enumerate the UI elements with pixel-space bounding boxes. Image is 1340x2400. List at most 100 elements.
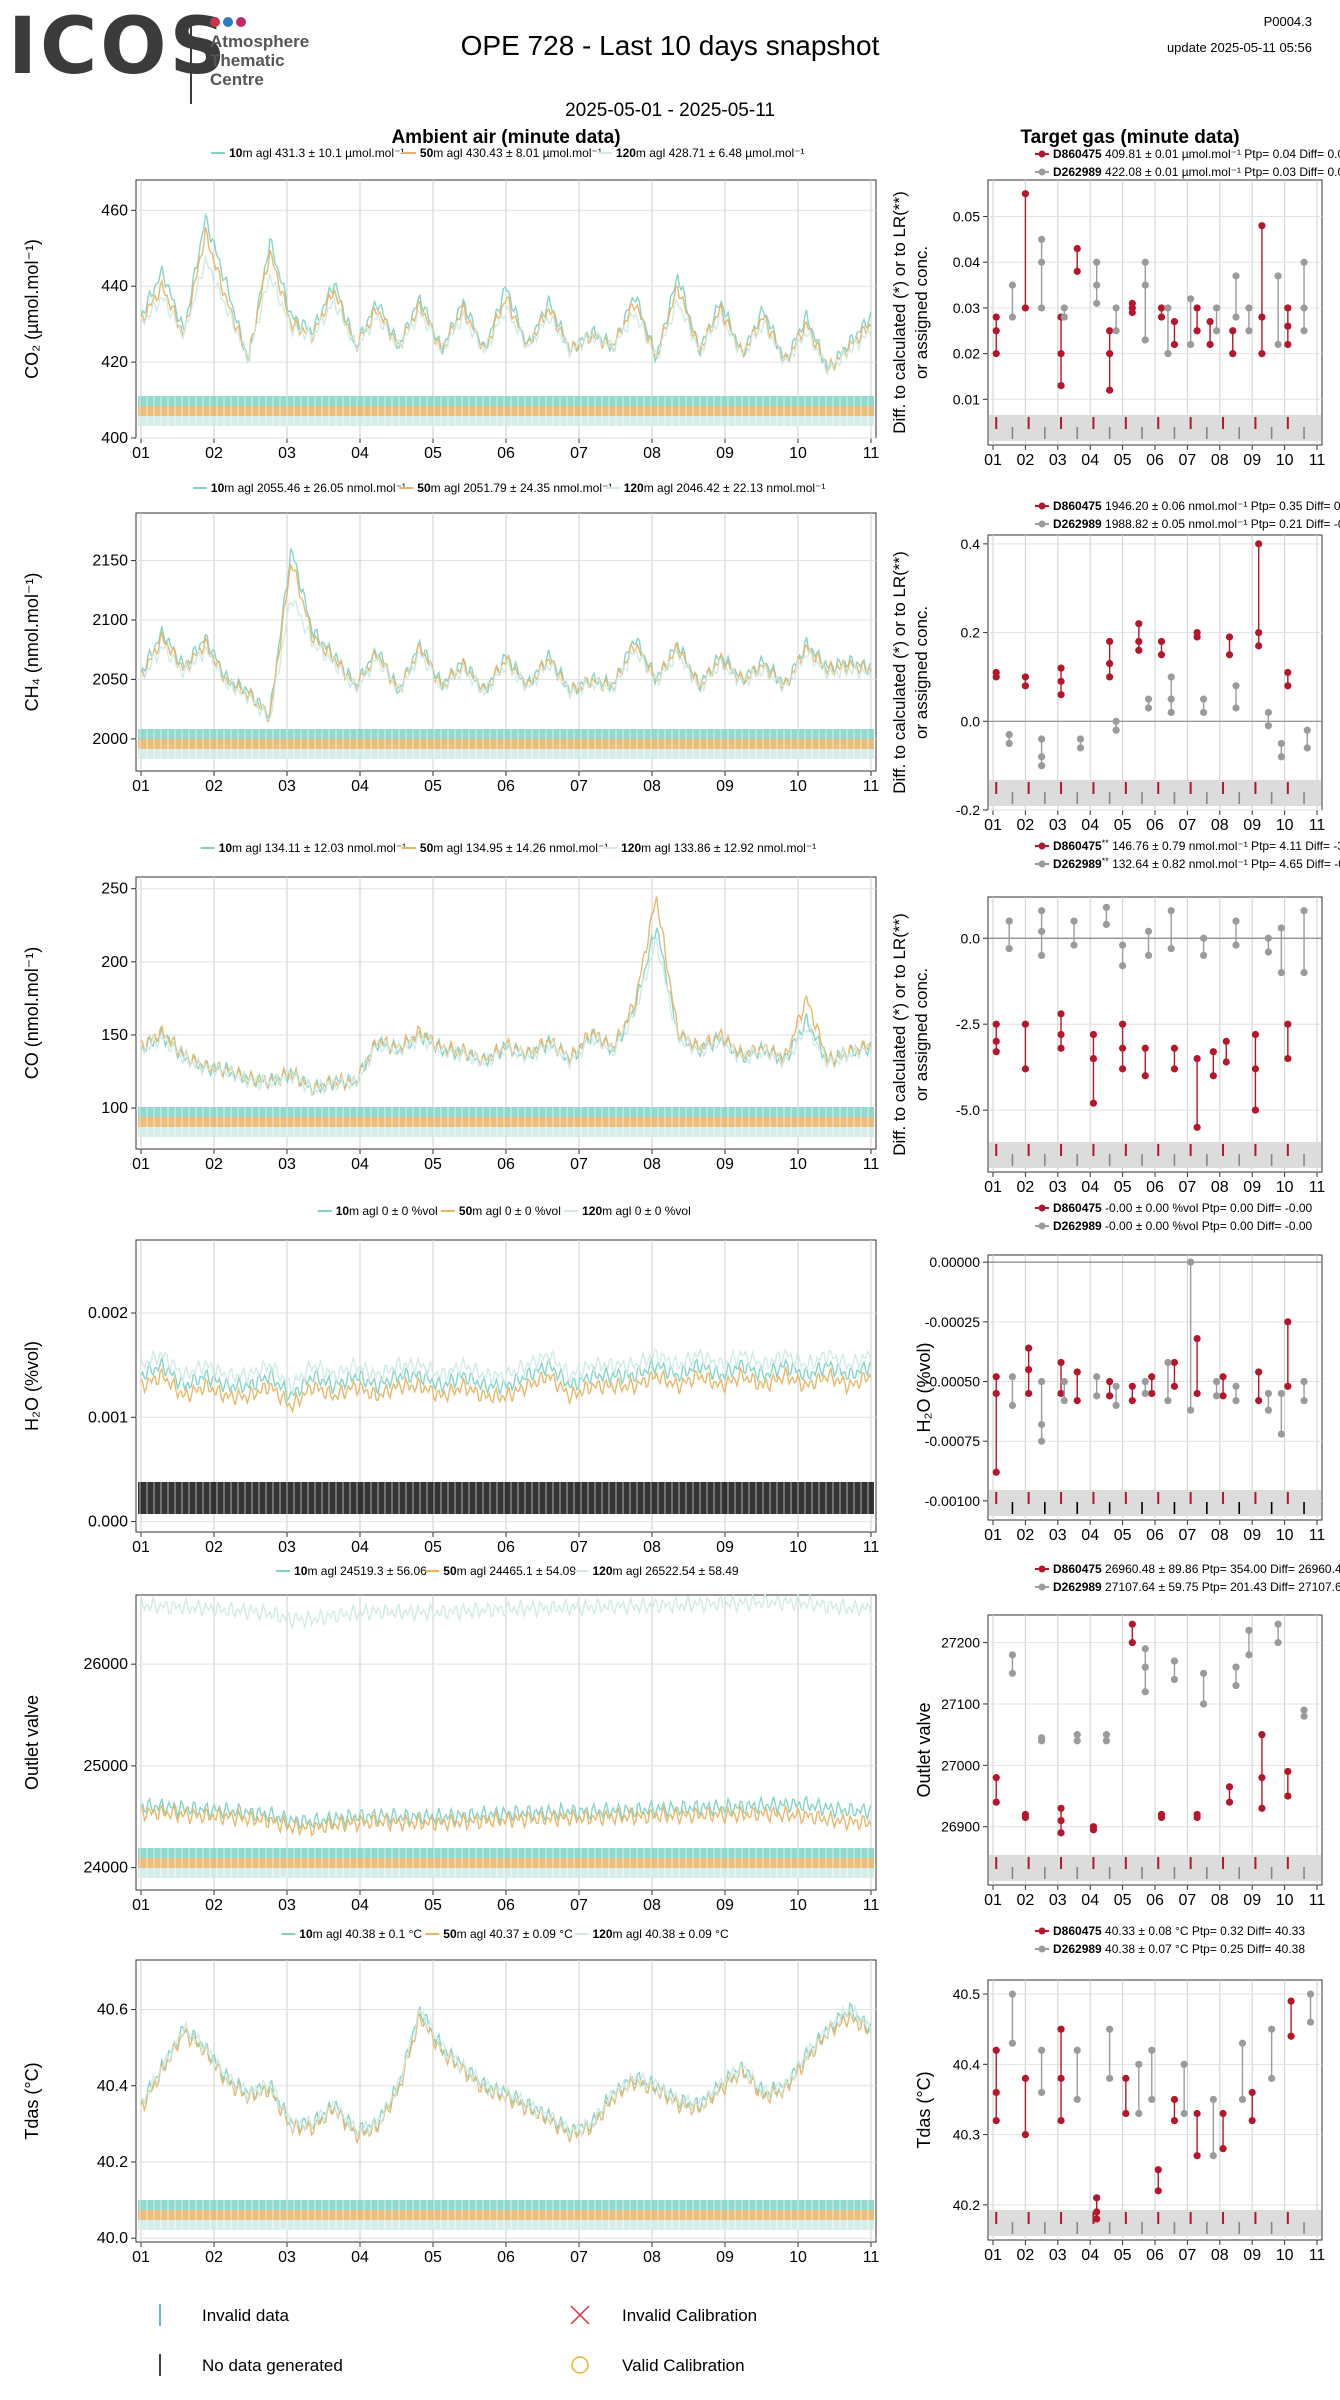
target-outlet-target-point-D860475 — [1225, 1798, 1234, 1806]
target-outlet-target-point-D262989 — [1245, 1626, 1253, 1634]
target-ch4-target-legend-entry: D860475 1946.20 ± 0.06 nmol.mol⁻¹ Ptp= 0… — [1053, 499, 1340, 513]
target-co-target-point-D262989 — [1144, 927, 1153, 935]
target-co-target-xtick-label: 08 — [1211, 1179, 1229, 1196]
ambient-outlet-xtick-label: 06 — [497, 1897, 515, 1914]
target-ch4-target-xtick-label: 09 — [1243, 817, 1261, 834]
target-h2o-target-ytick-label: -0.00025 — [925, 1314, 980, 1330]
target-outlet-target-xtick-label: 02 — [1017, 1892, 1035, 1909]
target-co2-target-point-D860475 — [1157, 304, 1166, 312]
target-co2-target-point-D262989 — [1060, 313, 1068, 321]
ambient-co2-flag-band — [138, 416, 874, 426]
ambient-h2o-xtick-label: 03 — [278, 1539, 296, 1556]
footer-legend-label: Valid Calibration — [622, 2356, 745, 2375]
target-tdas-target-point-D262989 — [1038, 2088, 1046, 2097]
target-h2o-target-point-D860475 — [1073, 1397, 1081, 1405]
target-h2o-target-legend-marker — [1038, 1204, 1046, 1212]
target-h2o-target-point-D860475 — [1148, 1373, 1156, 1381]
target-outlet-target-point-D860475 — [1193, 1813, 1201, 1822]
target-tdas-target-ytick-label: 40.3 — [953, 2127, 980, 2143]
target-outlet-target-xtick-label: 10 — [1276, 1892, 1294, 1909]
target-co-target-xtick-label: 10 — [1276, 1179, 1294, 1196]
ambient-co2-xtick-label: 02 — [205, 445, 223, 462]
ambient-co2-xtick-label: 07 — [570, 445, 588, 462]
target-co-target-point-D860475 — [1209, 1072, 1217, 1080]
target-ch4-target-plot: 01 02 03 04 05 06 07 08 09 10 11 -0.2 0.0 0.2 0.4 — [956, 534, 1325, 834]
icos-logo: ICOS — [8, 2, 229, 92]
target-co2-target-plot: 01 02 03 04 05 06 07 08 09 10 11 0.01 0.02 0.03 0.04 0.… — [953, 179, 1326, 469]
target-tdas-target-point-D262989 — [1148, 2046, 1156, 2054]
target-ch4-target-point-D860475 — [1135, 620, 1143, 628]
target-h2o-target-point-D860475 — [1128, 1397, 1136, 1405]
ambient-tdas-flag-band — [138, 2200, 874, 2210]
target-h2o-target-point-D262989 — [1187, 1258, 1195, 1266]
target-tdas-target-point-D860475 — [1193, 2109, 1201, 2118]
ambient-co2-flag-band — [138, 396, 874, 406]
target-co-target-xtick-label: 02 — [1017, 1179, 1035, 1196]
target-co-target-point-D262989 — [1167, 907, 1175, 915]
ambient-air-header: Ambient air (minute data) — [391, 127, 621, 148]
ambient-co2-xtick-label: 11 — [863, 445, 880, 462]
target-ch4-target-point-D262989 — [1303, 726, 1311, 734]
target-co2-target-xtick-label: 11 — [1309, 452, 1326, 469]
ambient-co-xtick-label: 10 — [789, 1156, 807, 1173]
target-h2o-target-point-D860475 — [1025, 1344, 1033, 1352]
target-tdas-target-xtick-label: 02 — [1017, 2247, 1035, 2264]
target-ch4-target-point-D860475 — [1135, 646, 1143, 654]
target-co-target-point-D262989 — [1232, 941, 1240, 949]
target-co2-target-legend-entry: D262989 422.08 ± 0.01 µmol.mol⁻¹ Ptp= 0.… — [1053, 165, 1340, 179]
target-co2-target-point-D262989 — [1245, 327, 1253, 335]
target-tdas-target-point-D262989 — [1268, 2074, 1276, 2082]
target-ch4-target-point-D262989 — [1232, 682, 1240, 690]
ambient-co2-xtick-label: 08 — [643, 445, 661, 462]
ambient-co2-ytick-label: 460 — [101, 202, 128, 219]
ambient-tdas-flag-band — [138, 2220, 874, 2230]
target-co-target-point-D262989 — [1005, 917, 1013, 925]
target-tdas-target-point-D262989 — [1268, 2025, 1276, 2033]
ambient-h2o-legend-entry: 50m agl 0 ± 0 %vol — [459, 1204, 561, 1218]
target-outlet-target-point-D860475 — [1284, 1792, 1292, 1800]
target-tdas-target-point-D860475 — [1193, 2152, 1201, 2160]
ambient-outlet-xtick-label: 11 — [863, 1897, 880, 1914]
ambient-co2-legend-entry: 50m agl 430.43 ± 8.01 µmol.mol⁻¹ — [420, 146, 602, 160]
target-outlet-target-point-D262989 — [1300, 1712, 1308, 1720]
target-co2-target-point-D262989 — [1232, 313, 1240, 321]
target-co2-target-point-D262989 — [1141, 281, 1149, 289]
target-h2o-target-legend-entry: D262989 -0.00 ± 0.00 %vol Ptp= 0.00 Diff… — [1053, 1219, 1313, 1233]
target-ch4-target-xtick-label: 03 — [1049, 817, 1067, 834]
target-outlet-target-xtick-label: 03 — [1049, 1892, 1067, 1909]
target-co2-target-xtick-label: 09 — [1243, 452, 1261, 469]
ambient-h2o-legend: 10m agl 0 ± 0 %vol 50m agl 0 ± 0 %vol 120m… — [317, 1204, 691, 1218]
ambient-h2o-xtick-label: 04 — [351, 1539, 369, 1556]
target-h2o-target-point-D262989 — [1212, 1377, 1221, 1386]
target-h2o-target-point-D860475 — [1073, 1368, 1081, 1376]
ambient-outlet-xtick-label: 05 — [424, 1897, 442, 1914]
target-ch4-target-legend-marker — [1038, 520, 1046, 528]
target-tdas-target-point-D860475 — [1021, 2074, 1029, 2082]
target-tdas-target-point-D262989 — [1238, 2095, 1247, 2104]
target-co-target-point-D262989 — [1200, 934, 1208, 942]
ambient-co-xtick-label: 09 — [716, 1156, 734, 1173]
target-tdas-target-point-D860475 — [992, 2088, 1000, 2097]
target-co2-target-point-D262989 — [1212, 304, 1221, 312]
ambient-ch4-flag-band — [138, 739, 874, 749]
target-co2-target-point-D860475 — [1021, 190, 1029, 198]
target-tdas-target-legend-entry: D262989 40.38 ± 0.07 °C Ptp= 0.25 Diff= … — [1053, 1942, 1305, 1956]
target-ch4-target-point-D860475 — [1284, 682, 1292, 690]
ambient-h2o-xtick-label: 06 — [497, 1539, 515, 1556]
target-outlet-target-xtick-label: 09 — [1243, 1892, 1261, 1909]
target-co-target-point-D860475 — [992, 1037, 1000, 1045]
target-tdas-target-point-D262989 — [1008, 1990, 1017, 1998]
ambient-co2-xtick-label: 05 — [424, 445, 442, 462]
ambient-outlet-series-120m-agl — [140, 1592, 872, 1630]
ambient-ch4-legend: 10m agl 2055.46 ± 26.05 nmol.mol⁻¹ 50m ag… — [192, 481, 825, 495]
ambient-tdas-ylabel: Tdas (°C) — [22, 2062, 42, 2139]
ambient-co-legend-entry: 120m agl 133.86 ± 12.92 nmol.mol⁻¹ — [621, 841, 816, 855]
target-co2-target-point-D860475 — [1193, 327, 1201, 335]
ambient-tdas-xtick-label: 11 — [863, 2249, 880, 2266]
target-outlet-target-ytick-label: 27100 — [941, 1696, 980, 1712]
target-tdas-target-point-D860475 — [1122, 2074, 1130, 2082]
target-outlet-target-legend-marker — [1038, 1583, 1046, 1591]
target-h2o-target-xtick-label: 09 — [1243, 1527, 1261, 1544]
target-outlet-target-point-D262989 — [1073, 1737, 1081, 1745]
